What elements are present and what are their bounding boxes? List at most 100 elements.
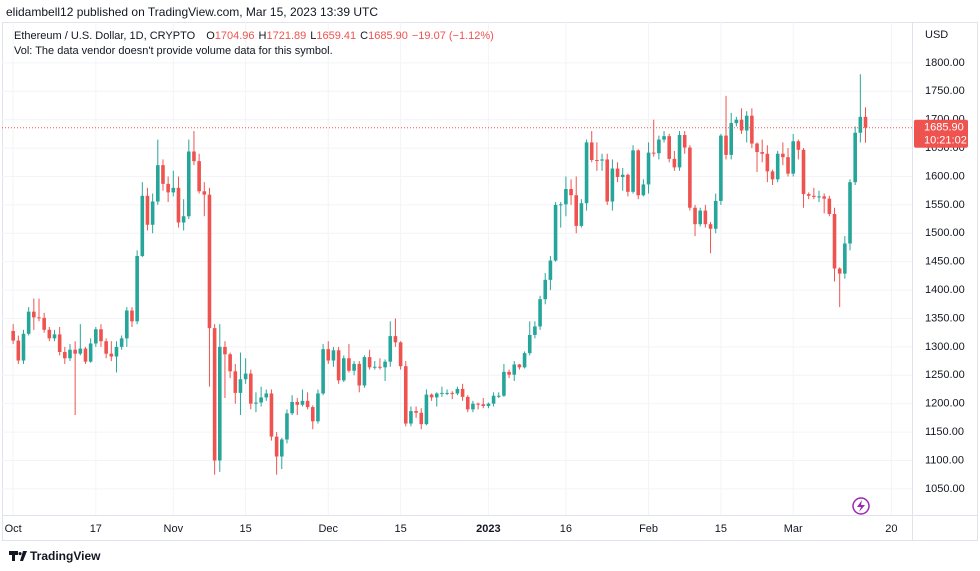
candle-body: [688, 147, 692, 208]
candle-body: [863, 116, 868, 128]
tradingview-logo: [9, 551, 27, 561]
countdown-label: 10:21:02: [924, 135, 967, 147]
candle-body: [243, 373, 248, 380]
candle-body: [26, 311, 31, 334]
y-tick-label: 1800.00: [925, 57, 965, 69]
candle-body: [78, 348, 83, 354]
candle-body: [192, 151, 196, 162]
candle-body: [290, 401, 294, 414]
candle-body: [352, 363, 356, 371]
x-tick-label: Dec: [318, 523, 338, 535]
candle-body: [662, 136, 666, 140]
candle-body: [341, 358, 346, 381]
price-label-bg: [914, 119, 968, 148]
candle-body: [631, 150, 635, 192]
candle-body: [398, 342, 403, 367]
candle-body: [217, 346, 222, 461]
candle-body: [63, 351, 67, 359]
candle-body: [708, 224, 713, 229]
candle-body: [94, 329, 98, 344]
candle-body: [171, 187, 176, 193]
candle-body: [202, 191, 207, 195]
candle-body: [848, 182, 852, 244]
footer-brand: TradingView: [30, 549, 101, 563]
candle-body: [16, 340, 21, 361]
candle-body: [300, 400, 305, 405]
candle-body: [254, 402, 258, 404]
candle-body: [558, 204, 563, 206]
candle-body: [481, 404, 486, 406]
candle-body: [496, 395, 501, 397]
candle-body: [150, 201, 155, 225]
candle-body: [450, 392, 455, 394]
candle-body: [615, 168, 620, 178]
x-tick-label: 16: [560, 523, 572, 535]
candle-body: [357, 363, 362, 386]
ohlc-value: 1659.41: [316, 30, 356, 42]
y-tick-label: 1050.00: [925, 483, 965, 495]
candle-body: [166, 183, 170, 193]
candle-body: [331, 350, 336, 361]
axes: 1050.00 1100.00 1150.00 1200.00 1250.00 1300.…: [5, 57, 965, 535]
y-tick-label: 1150.00: [925, 426, 964, 438]
logo-mark: [9, 551, 18, 561]
ohlc-values: O1704.96 H1721.89 L1659.41 C1685.90 −19.07 (…: [206, 30, 494, 42]
candle-body: [491, 395, 496, 404]
candle-body: [383, 361, 387, 368]
candle-body: [434, 393, 439, 398]
candle-body: [316, 393, 320, 422]
logo-mark-2: [18, 551, 27, 561]
candle-body: [471, 403, 475, 410]
candle-body: [367, 357, 372, 368]
candle-body: [455, 388, 460, 394]
candle-body: [197, 161, 201, 192]
candle-body: [125, 310, 129, 339]
candle-body: [750, 115, 754, 144]
candle-body: [527, 334, 532, 354]
y-tick-label: 1550.00: [925, 199, 965, 211]
candle-body: [176, 187, 181, 223]
candle-body: [279, 439, 284, 457]
candles: [2, 74, 912, 475]
candle-body: [145, 195, 150, 225]
candle-body: [682, 135, 687, 148]
x-tick-label: 15: [239, 523, 251, 535]
symbol-title: Ethereum / U.S. Dollar, 1D, CRYPTO: [14, 30, 196, 42]
candle-body: [362, 357, 367, 386]
candle-body: [321, 349, 325, 394]
candle-body: [378, 366, 382, 368]
candle-body: [161, 165, 165, 184]
candle-body: [533, 326, 537, 335]
candle-body: [791, 141, 795, 174]
candle-body: [755, 143, 759, 153]
candle-body: [760, 152, 764, 154]
candle-body: [610, 168, 615, 202]
currency-label: USD: [925, 29, 948, 41]
candle-body: [476, 403, 480, 405]
candle-body: [822, 196, 826, 199]
candle-body: [786, 157, 790, 174]
candle-body: [605, 159, 610, 202]
chart-frame: [2, 22, 978, 541]
candle-body: [734, 119, 739, 124]
candle-body: [248, 373, 253, 404]
candle-body: [445, 392, 449, 394]
candle-body: [600, 159, 604, 161]
candle-body: [801, 149, 806, 195]
y-tick-label: 1450.00: [925, 256, 965, 268]
ohlc-value: 1704.96: [215, 30, 255, 42]
candle-body: [486, 403, 491, 406]
y-tick-label: 1100.00: [925, 454, 964, 466]
volume-note: Vol: The data vendor doesn't provide vol…: [14, 45, 333, 57]
candle-body: [310, 407, 315, 422]
y-tick-label: 1300.00: [925, 341, 965, 353]
x-tick-label: 15: [715, 523, 727, 535]
candle-body: [336, 350, 341, 381]
ohlc-key: C: [360, 30, 368, 42]
x-tick-label: Feb: [639, 523, 658, 535]
candle-body: [347, 358, 351, 371]
candle-body: [42, 317, 46, 330]
